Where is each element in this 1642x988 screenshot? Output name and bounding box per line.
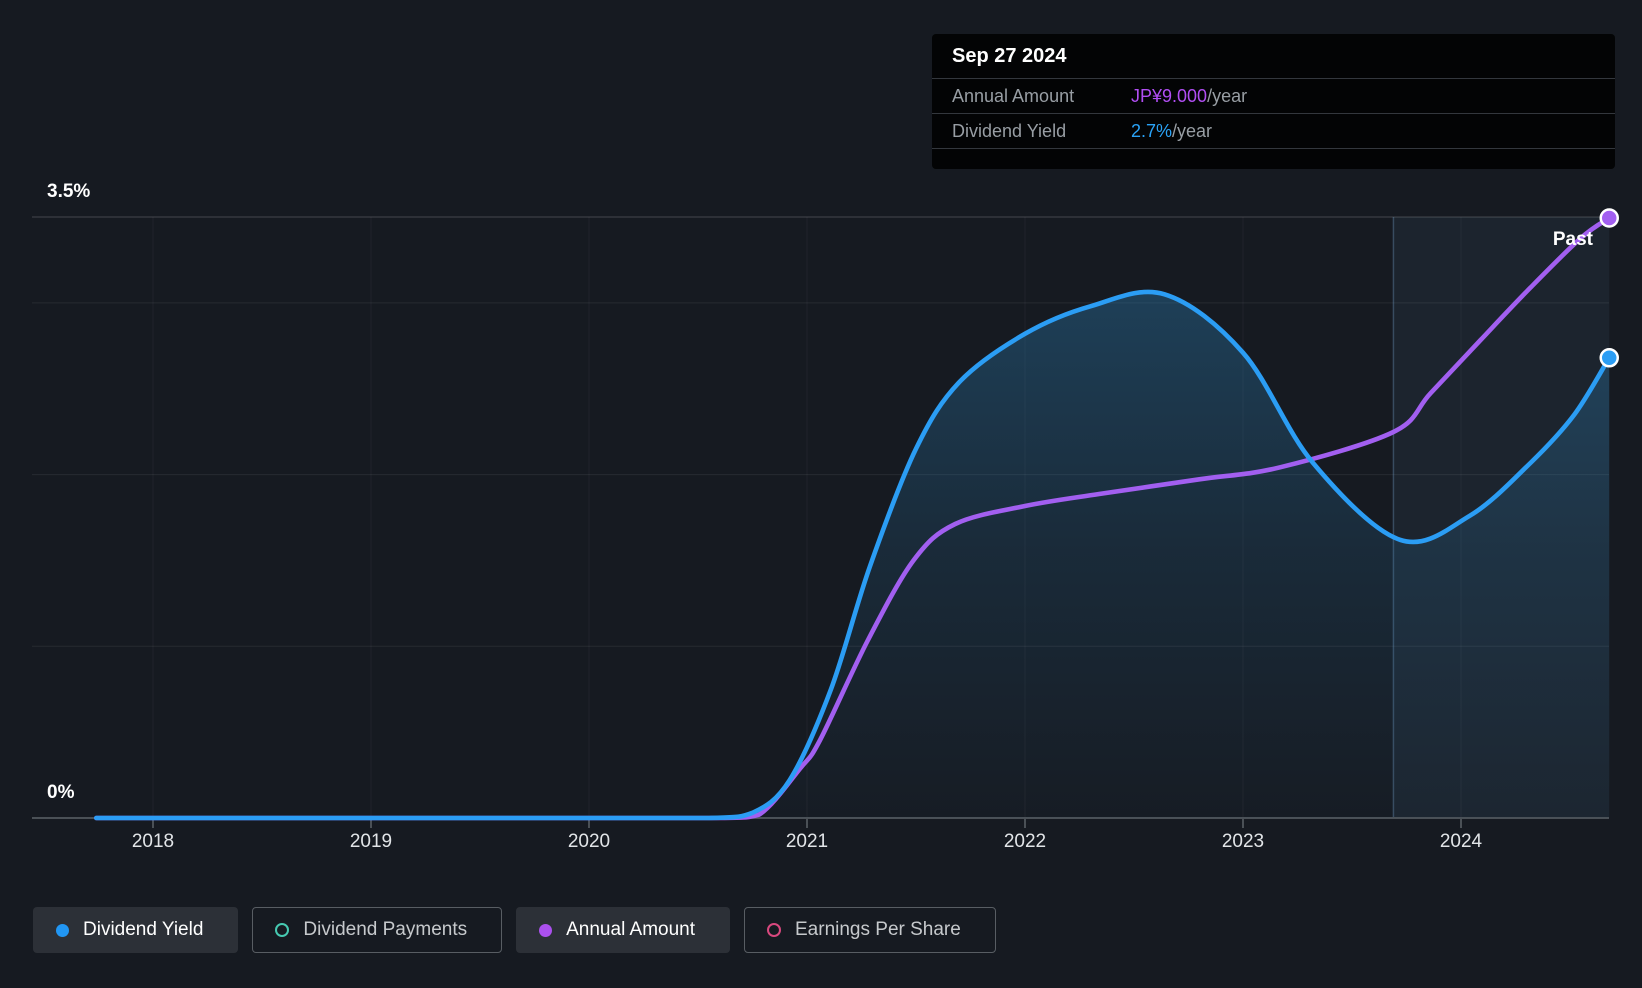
y-axis-label-max: 3.5% (47, 181, 91, 202)
legend-button-annual-amount[interactable]: Annual Amount (516, 907, 730, 953)
y-axis-label-zero: 0% (47, 782, 75, 803)
x-axis-label-2019: 2019 (349, 831, 393, 852)
tooltip-row-value: 2.7% (1131, 120, 1173, 141)
x-axis-label-2018: 2018 (131, 831, 175, 852)
tooltip-row-annual-amount: Annual Amount JP¥9.000/year (932, 79, 1615, 114)
annual-amount-marker-icon (539, 923, 553, 937)
series-dividend-yield-area (96, 291, 1610, 819)
tooltip-row-suffix: /year (1207, 85, 1248, 106)
x-axis-label-2021: 2021 (785, 831, 829, 852)
series-dividend-yield-end-marker (1599, 348, 1619, 368)
x-axis-label-2022: 2022 (1003, 831, 1047, 852)
tooltip-row-value: JP¥9.000 (1131, 85, 1208, 106)
tooltip-row-dividend-yield: Dividend Yield 2.7%/year (932, 114, 1615, 149)
earnings-per-share-marker-icon (767, 923, 781, 937)
legend-button-dividend-payments[interactable]: Dividend Payments (252, 907, 503, 953)
legend-label: Dividend Payments (303, 919, 468, 940)
past-band-label: Past (1552, 229, 1593, 250)
tooltip-row-label: Dividend Yield (952, 120, 1067, 141)
dividend-yield-marker-icon (56, 923, 69, 937)
tooltip-rows: Annual Amount JP¥9.000/year Dividend Yield… (932, 79, 1615, 149)
series-annual-amount-end-marker (1599, 208, 1619, 228)
dividend-payments-marker-icon (275, 923, 290, 937)
chart-marker-layer (1599, 208, 1619, 368)
series-dividend-yield-line (94, 289, 1612, 821)
chart-tooltip: Sep 27 2024 Annual Amount JP¥9.000/year Di… (932, 34, 1615, 169)
chart-legend: Dividend Yield Dividend Payments Annual Am… (33, 907, 996, 953)
chart-series-layer (94, 215, 1612, 821)
legend-label: Earnings Per Share (795, 919, 961, 940)
x-axis-label-2024: 2024 (1439, 831, 1483, 852)
tooltip-date: Sep 27 2024 (932, 34, 1615, 79)
legend-label: Annual Amount (566, 919, 695, 940)
x-axis-label-2023: 2023 (1221, 831, 1265, 852)
tooltip-row-suffix: /year (1172, 120, 1213, 141)
tooltip-row-label: Annual Amount (952, 85, 1075, 106)
legend-label: Dividend Yield (83, 919, 204, 940)
legend-button-earnings-per-share[interactable]: Earnings Per Share (744, 907, 996, 953)
x-axis-label-2020: 2020 (567, 831, 611, 852)
legend-button-dividend-yield[interactable]: Dividend Yield (33, 907, 239, 953)
